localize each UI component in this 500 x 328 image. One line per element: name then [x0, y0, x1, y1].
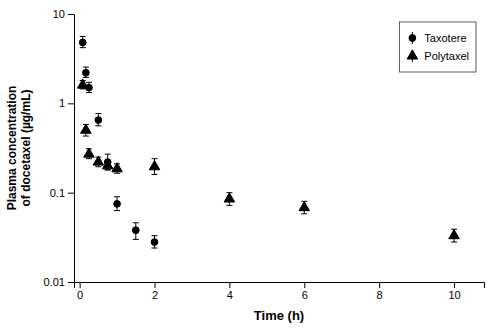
y-tick-mark	[68, 103, 74, 104]
y-tick: 0.1	[50, 187, 74, 199]
point	[224, 193, 235, 202]
y-tick-label: 0.1	[50, 187, 65, 199]
y-tick-mark	[68, 14, 74, 15]
y-axis: 0.01 0.1 1 10	[44, 8, 75, 288]
error-bar-cap-low	[105, 169, 111, 170]
legend-label: Taxotere	[424, 32, 466, 44]
series-0	[79, 36, 158, 248]
x-tick-label: 10	[448, 289, 460, 301]
point	[79, 39, 86, 46]
x-tick-mark	[379, 282, 380, 288]
error-bar-cap-high	[80, 36, 86, 37]
x-tick: 4	[227, 282, 233, 301]
x-tick-label: 4	[227, 289, 233, 301]
point	[112, 163, 123, 172]
x-tick: 10	[448, 282, 460, 301]
x-tick: 8	[377, 282, 383, 301]
error-bar-cap-low	[301, 213, 307, 214]
error-bar-cap-low	[226, 205, 232, 206]
error-bar-cap-low	[451, 242, 457, 243]
x-tick-label: 0	[77, 289, 83, 301]
error-bar	[95, 113, 101, 125]
y-tick: 10	[53, 8, 74, 20]
x-axis: 0 2 4 6 8 10	[75, 282, 485, 301]
error-bar	[83, 67, 89, 77]
error-bar	[114, 197, 120, 211]
point	[84, 148, 95, 157]
error-bar-cap-high	[105, 154, 111, 155]
y-tick-label: 1	[59, 97, 65, 109]
x-tick-mark	[229, 282, 230, 288]
y-axis-title: Plasma concentrationof docetaxel (µg/mL)	[5, 86, 33, 211]
error-bar-cap-low	[86, 158, 92, 159]
error-bar	[133, 223, 139, 240]
point	[102, 160, 113, 169]
error-bar-cap-high	[114, 196, 120, 197]
point	[77, 79, 88, 88]
point	[299, 202, 310, 211]
y-axis-line	[68, 15, 75, 283]
plot-area: 0 2 4 6 8 10 0.01 0.1 1 10 Taxotere Polytaxel	[44, 8, 485, 301]
error-bar-cap-high	[152, 158, 158, 159]
error-bar-cap-high	[133, 222, 139, 223]
point	[95, 117, 102, 124]
x-tick: 2	[152, 282, 158, 301]
error-bar-cap-low	[133, 239, 139, 240]
error-bar-cap-low	[95, 166, 101, 167]
legend-item: Taxotere	[409, 32, 467, 44]
error-bar-cap-low	[95, 125, 101, 126]
error-bar-cap-high	[152, 235, 158, 236]
legend-symbol	[409, 35, 416, 42]
legend-symbol	[407, 50, 418, 59]
error-bar-cap-high	[95, 113, 101, 114]
x-tick: 0	[77, 282, 83, 301]
y-tick-label: 0.01	[44, 276, 65, 288]
x-tick-label: 8	[377, 289, 383, 301]
error-bar	[80, 36, 86, 47]
error-bar-cap-low	[152, 248, 158, 249]
series-1	[77, 79, 459, 242]
point	[114, 200, 121, 207]
y-tick: 1	[59, 97, 74, 109]
y-tick-label: 10	[53, 8, 65, 20]
error-bar-cap-low	[80, 47, 86, 48]
legend-box	[399, 22, 476, 72]
x-tick-mark	[454, 282, 455, 288]
chart-svg: 0 2 4 6 8 10 0.01 0.1 1 10 Taxotere Polytaxel Time (…	[0, 0, 500, 328]
error-bar-cap-low	[83, 77, 89, 78]
legend-item: Polytaxel	[407, 50, 469, 62]
point	[82, 69, 89, 76]
error-bar-cap-low	[114, 173, 120, 174]
error-bar-cap-low	[152, 174, 158, 175]
legend-label: Polytaxel	[424, 50, 469, 62]
x-axis-title: Time (h)	[254, 308, 304, 323]
error-bar-cap-low	[114, 210, 120, 211]
error-bar-cap-high	[86, 82, 92, 83]
x-tick: 6	[302, 282, 308, 301]
point	[93, 156, 104, 165]
error-bar-cap-low	[83, 136, 89, 137]
chart-container: 0 2 4 6 8 10 0.01 0.1 1 10 Taxotere Polytaxel Time (…	[0, 0, 500, 328]
y-tick-mark	[68, 193, 74, 194]
error-bar-cap-high	[83, 67, 89, 68]
legend: Taxotere Polytaxel	[399, 22, 476, 72]
x-tick-mark	[155, 282, 156, 288]
error-bar-cap-low	[105, 169, 111, 170]
x-tick-mark	[304, 282, 305, 288]
x-axis-line	[75, 283, 485, 289]
point	[151, 239, 158, 246]
point	[149, 161, 160, 170]
y-axis-title-line: of docetaxel (µg/mL)	[19, 90, 33, 207]
point	[81, 124, 92, 133]
x-tick-label: 2	[152, 289, 158, 301]
error-bar	[152, 236, 158, 248]
x-tick-mark	[80, 282, 81, 288]
y-axis-title-line: Plasma concentration	[5, 86, 19, 211]
point	[132, 227, 139, 234]
x-tick-label: 6	[302, 289, 308, 301]
y-tick-mark	[68, 282, 74, 283]
point	[449, 230, 460, 239]
error-bar-cap-low	[86, 92, 92, 93]
y-tick: 0.01	[44, 276, 74, 288]
